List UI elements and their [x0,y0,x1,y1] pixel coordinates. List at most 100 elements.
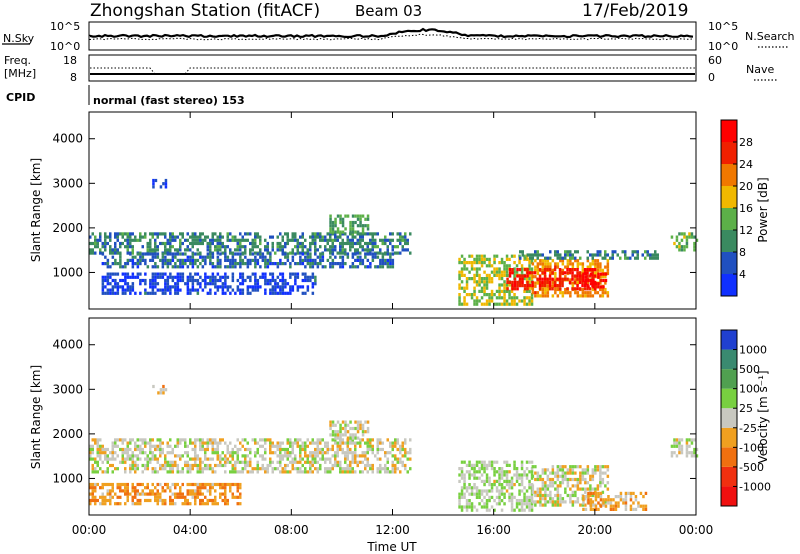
heatmap-cell [256,282,260,286]
heatmap-cell [304,251,307,255]
heatmap-cell [111,248,114,252]
heatmap-cell [554,487,557,491]
heatmap-cell [582,272,585,276]
heatmap-cell [558,271,562,275]
heatmap-cell [561,471,565,475]
heatmap-cell [488,463,491,467]
heatmap-cell [319,467,322,471]
heatmap-cell [574,484,577,488]
heatmap-cell [311,238,314,242]
heatmap-cell [229,251,232,255]
heatmap-cell [109,245,112,249]
heatmap-cell [361,238,364,242]
heatmap-cell [341,232,344,236]
heatmap-cell [279,278,282,283]
heatmap-cell [556,487,560,491]
heatmap-cell [685,451,689,455]
heatmap-cell [211,502,214,506]
heatmap-cell [129,285,132,289]
heatmap-cell [508,492,511,496]
heatmap-cell [214,495,217,499]
heatmap-cell [458,261,461,265]
heatmap-cell [483,463,486,467]
heatmap-cell [581,287,585,292]
heatmap-cell [184,498,187,503]
heatmap-cell [256,447,259,452]
heatmap-cell [624,256,627,260]
heatmap-cell [146,245,149,249]
heatmap-cell [576,500,580,504]
heatmap-cell [181,265,185,269]
heatmap-cell [465,486,469,490]
heatmap-cell [483,495,486,499]
heatmap-cell [281,285,285,289]
heatmap-cell [294,275,297,279]
heatmap-cell [214,245,217,249]
heatmap-cell [151,438,154,442]
heatmap-cell [191,235,194,239]
heatmap-cell [181,241,184,246]
heatmap-cell [473,473,476,477]
colorbar-tick-label: 12 [739,224,753,237]
heatmap-cell [495,289,499,293]
heatmap-cell [541,468,545,472]
heatmap-cell [528,267,531,271]
y-tick-label: 3000 [52,382,83,396]
heatmap-cell [131,454,134,458]
heatmap-cell [209,291,212,295]
heatmap-cell [386,252,390,256]
heatmap-cell [510,492,514,496]
heatmap-cell [594,285,598,289]
heatmap-cell [389,252,392,256]
heatmap-cell [518,473,521,477]
heatmap-cell [493,267,496,271]
noise-sky-trace [88,27,694,39]
heatmap-cell [361,423,365,427]
colorbar-tick-label: 28 [739,136,753,149]
heatmap-cell [151,235,154,239]
heatmap-cell [483,470,486,474]
heatmap-cell [680,444,684,448]
heatmap-cell [688,451,691,455]
heatmap-cell [141,258,145,262]
heatmap-cell [498,261,501,265]
heatmap-cell [236,278,240,283]
heatmap-cell [468,254,471,258]
heatmap-cell [109,288,112,292]
heatmap-cell [351,438,354,442]
heatmap-cell [191,463,194,468]
heatmap-cell [171,238,174,242]
heatmap-cell [607,498,610,502]
heatmap-cell [597,285,600,289]
heatmap-cell [591,487,595,491]
heatmap-cell [324,460,327,464]
heatmap-cell [470,492,474,496]
x-tick-label: 16:00 [476,523,511,537]
heatmap-cell [179,265,182,269]
heatmap-cell [241,454,244,458]
heatmap-cell [554,253,557,257]
heatmap-cell [531,484,535,488]
heatmap-cell [204,457,207,461]
heatmap-cell [254,282,257,286]
heatmap-cell [376,441,379,445]
heatmap-cell [169,241,172,246]
heatmap-cell [136,492,139,496]
heatmap-cell [226,265,230,269]
heatmap-cell [194,498,197,503]
heatmap-cell [126,486,129,490]
heatmap-cell [314,241,317,246]
heatmap-cell [256,451,259,455]
heatmap-cell [384,235,387,239]
heatmap-cell [311,275,315,279]
heatmap-cell [284,463,287,468]
heatmap-cell [458,499,461,503]
heatmap-cell [505,257,509,261]
heatmap-cell [483,302,486,306]
heatmap-cell [356,230,360,234]
heatmap-cell [359,420,362,424]
heatmap-cell [136,463,139,468]
x-tick-label: 12:00 [375,523,410,537]
heatmap-cell [356,265,360,269]
heatmap-cell [181,495,184,499]
